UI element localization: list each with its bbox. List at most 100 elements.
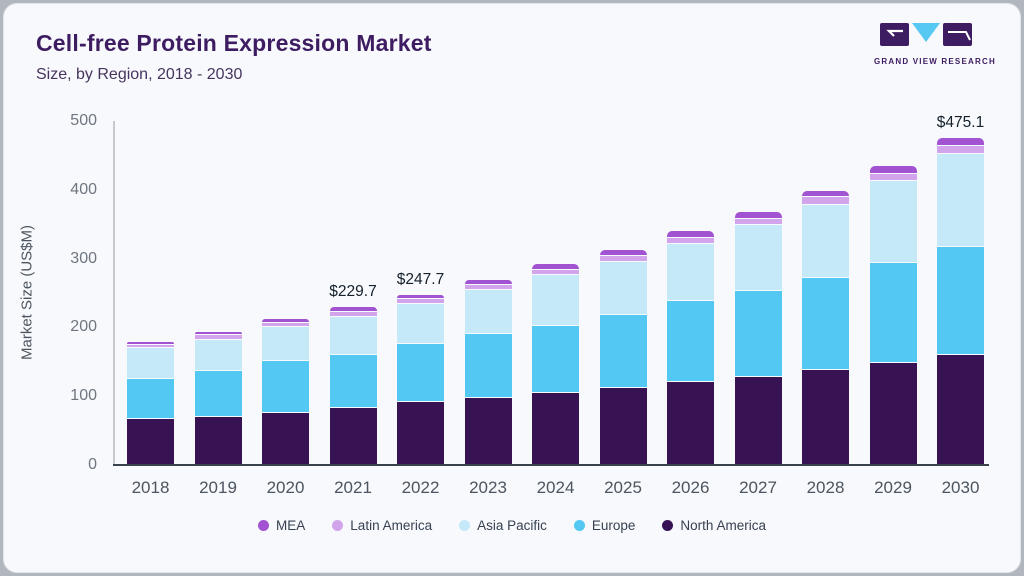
bar-segment-north-america-2022[interactable] bbox=[397, 401, 444, 465]
bar-segment-latin-america-2030[interactable] bbox=[937, 145, 984, 154]
bar-segment-north-america-2025[interactable] bbox=[599, 386, 647, 465]
legend-dot-north-america bbox=[662, 520, 674, 531]
bar-segment-mea-2020[interactable] bbox=[262, 319, 309, 322]
bar-segment-asia-pacific-2030[interactable] bbox=[937, 153, 984, 246]
y-tick-label-400: 400 bbox=[70, 180, 97, 198]
bar-segment-latin-america-2029[interactable] bbox=[869, 172, 917, 181]
legend: MEA Latin America Asia Pacific Europe North … bbox=[4, 518, 1020, 533]
bar-segment-mea-2027[interactable] bbox=[734, 212, 782, 218]
legend-dot-europe bbox=[573, 520, 585, 531]
bar-segment-asia-pacific-2021[interactable] bbox=[329, 316, 377, 355]
bar-segment-europe-2021[interactable] bbox=[329, 354, 377, 407]
bar-segment-north-america-2027[interactable] bbox=[734, 376, 782, 465]
bar-segment-mea-2029[interactable] bbox=[869, 166, 917, 173]
bar-column-2023: 2023 bbox=[464, 121, 512, 497]
bar-segment-europe-2018[interactable] bbox=[127, 378, 174, 419]
bar-segment-mea-2018[interactable] bbox=[127, 342, 174, 344]
bar-segment-europe-2022[interactable] bbox=[397, 343, 444, 402]
legend-item-asia-pacific[interactable]: Asia Pacific bbox=[459, 518, 547, 533]
x-tick-label-2024: 2024 bbox=[536, 478, 575, 497]
bar-segment-north-america-2028[interactable] bbox=[802, 369, 849, 465]
x-tick-label-2019: 2019 bbox=[199, 478, 237, 497]
x-tick-label-2025: 2025 bbox=[604, 478, 642, 497]
gvr-logo: GRAND VIEW RESEARCH bbox=[874, 22, 995, 66]
bar-segment-mea-2024[interactable] bbox=[532, 264, 579, 269]
bar-segment-asia-pacific-2019[interactable] bbox=[194, 338, 242, 371]
bar-segment-north-america-2019[interactable] bbox=[194, 416, 242, 465]
bar-segment-mea-2025[interactable] bbox=[599, 250, 647, 255]
bar-segment-asia-pacific-2020[interactable] bbox=[262, 325, 309, 361]
gvr-logo-mark bbox=[880, 23, 972, 46]
bar-segment-asia-pacific-2022[interactable] bbox=[397, 302, 444, 344]
bar-segment-asia-pacific-2026[interactable] bbox=[667, 242, 714, 300]
bar-segment-europe-2025[interactable] bbox=[599, 313, 647, 387]
bar-segment-north-america-2024[interactable] bbox=[532, 392, 579, 465]
x-tick-label-2021: 2021 bbox=[334, 478, 372, 497]
bar-segment-north-america-2026[interactable] bbox=[667, 381, 714, 465]
legend-label-north-america: North America bbox=[680, 518, 766, 533]
bar-segment-europe-2024[interactable] bbox=[532, 325, 579, 393]
bar-segment-north-america-2023[interactable] bbox=[464, 396, 512, 465]
legend-dot-asia-pacific bbox=[459, 520, 471, 531]
bar-segment-asia-pacific-2024[interactable] bbox=[532, 274, 579, 325]
legend-dot-latin-america bbox=[332, 520, 344, 531]
page-subtitle: Size, by Region, 2018 - 2030 bbox=[36, 66, 243, 83]
y-tick-label-200: 200 bbox=[70, 318, 97, 336]
bar-segment-europe-2020[interactable] bbox=[262, 360, 309, 412]
legend-item-mea[interactable]: MEA bbox=[258, 518, 305, 533]
bar-segment-europe-2029[interactable] bbox=[869, 261, 917, 363]
legend-label-europe: Europe bbox=[591, 518, 636, 533]
legend-item-latin-america[interactable]: Latin America bbox=[332, 518, 432, 533]
bar-segment-mea-2028[interactable] bbox=[802, 190, 849, 197]
bar-segment-asia-pacific-2025[interactable] bbox=[599, 260, 647, 314]
bar-segment-asia-pacific-2023[interactable] bbox=[464, 288, 512, 334]
y-tick-label-300: 300 bbox=[70, 249, 97, 267]
bar-column-2027: 2027 bbox=[734, 121, 782, 497]
bar-segment-mea-2021[interactable] bbox=[329, 307, 377, 312]
bar-segment-latin-america-2024[interactable] bbox=[532, 268, 579, 275]
bar-segment-north-america-2018[interactable] bbox=[127, 418, 174, 465]
bar-segment-europe-2030[interactable] bbox=[937, 245, 984, 354]
bar-segment-north-america-2029[interactable] bbox=[869, 362, 917, 465]
bar-segment-mea-2022[interactable] bbox=[397, 294, 444, 299]
bar-segment-latin-america-2018[interactable] bbox=[127, 344, 174, 348]
bar-segment-europe-2027[interactable] bbox=[734, 290, 782, 377]
bar-column-2028: 2028 bbox=[802, 121, 849, 497]
bar-segment-mea-2023[interactable] bbox=[464, 279, 512, 284]
x-tick-label-2022: 2022 bbox=[401, 478, 440, 497]
x-tick-label-2026: 2026 bbox=[671, 478, 710, 497]
bar-segment-europe-2023[interactable] bbox=[464, 333, 512, 397]
x-tick-label-2020: 2020 bbox=[266, 478, 305, 497]
bar-segment-europe-2019[interactable] bbox=[194, 370, 242, 417]
bar-segment-latin-america-2028[interactable] bbox=[802, 196, 849, 204]
bar-segment-north-america-2021[interactable] bbox=[329, 406, 377, 465]
bar-segment-latin-america-2019[interactable] bbox=[194, 334, 242, 339]
bar-segment-latin-america-2020[interactable] bbox=[262, 321, 309, 326]
bar-segment-mea-2030[interactable] bbox=[937, 138, 984, 146]
bar-column-2020: 2020 bbox=[262, 121, 309, 497]
bar-segment-latin-america-2025[interactable] bbox=[599, 254, 647, 261]
bar-segment-latin-america-2021[interactable] bbox=[329, 311, 377, 317]
bar-segment-mea-2019[interactable] bbox=[194, 331, 242, 335]
bar-segment-europe-2028[interactable] bbox=[802, 276, 849, 370]
y-tick-label-100: 100 bbox=[70, 387, 97, 405]
legend-dot-mea bbox=[258, 520, 270, 531]
bar-column-2030: $475.1 2030 bbox=[937, 114, 984, 497]
bar-segment-latin-america-2023[interactable] bbox=[464, 283, 512, 289]
bar-segment-asia-pacific-2029[interactable] bbox=[869, 180, 917, 262]
bar-segment-mea-2026[interactable] bbox=[667, 231, 714, 237]
bar-segment-latin-america-2026[interactable] bbox=[667, 236, 714, 243]
bar-segment-latin-america-2022[interactable] bbox=[397, 298, 444, 303]
bar-segment-asia-pacific-2028[interactable] bbox=[802, 203, 849, 277]
bar-column-2022: $247.7 2022 bbox=[397, 121, 444, 497]
bar-column-2024: 2024 bbox=[532, 121, 579, 497]
bar-segment-asia-pacific-2027[interactable] bbox=[734, 224, 782, 291]
legend-item-europe[interactable]: Europe bbox=[573, 518, 636, 533]
legend-item-north-america[interactable]: North America bbox=[662, 518, 766, 533]
bar-segment-north-america-2020[interactable] bbox=[262, 411, 309, 465]
bar-segment-latin-america-2027[interactable] bbox=[734, 217, 782, 225]
bar-column-2026: 2026 bbox=[667, 121, 714, 497]
bar-segment-north-america-2030[interactable] bbox=[937, 353, 984, 465]
bar-segment-europe-2026[interactable] bbox=[667, 299, 714, 382]
bar-segment-asia-pacific-2018[interactable] bbox=[127, 347, 174, 379]
